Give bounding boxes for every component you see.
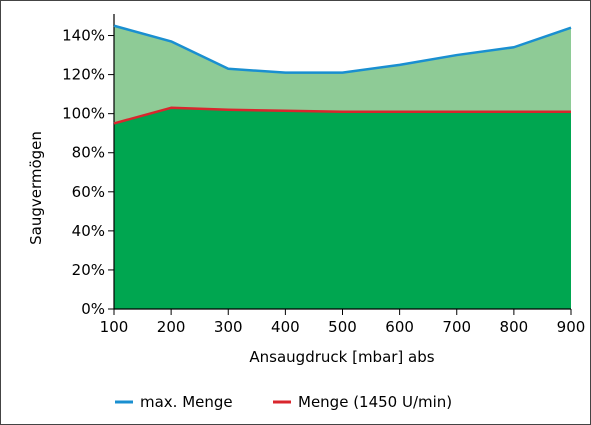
y-tick-label: 140%	[62, 27, 105, 45]
x-tick-label: 300	[214, 318, 243, 336]
y-axis-title: Saugvermögen	[27, 131, 45, 245]
x-tick-label: 900	[557, 318, 586, 336]
x-tick-label: 100	[100, 318, 129, 336]
legend-label-menge-1450: Menge (1450 U/min)	[298, 393, 452, 411]
series-line-0	[113, 24, 572, 74]
y-tick-label: 40%	[72, 222, 105, 240]
x-tick-label: 200	[157, 318, 186, 336]
y-tick-label: 0%	[81, 300, 105, 318]
y-tick-label: 80%	[72, 144, 105, 162]
x-axis-title: Ansaugdruck [mbar] abs	[249, 348, 434, 366]
y-tick-label: 120%	[62, 66, 105, 84]
legend: max. Menge Menge (1450 U/min)	[115, 393, 452, 411]
x-tick-label: 400	[271, 318, 300, 336]
series-line-1	[113, 106, 571, 125]
areas-layer	[114, 25, 571, 310]
y-tick-label: 60%	[72, 183, 105, 201]
y-tick-label: 100%	[62, 105, 105, 123]
ticks-layer: 0% 20% 40% 60% 80% 100% 120% 140% 100 200 300 400 50…	[62, 27, 585, 336]
x-tick-label: 600	[385, 318, 414, 336]
area-fill-1	[114, 107, 571, 309]
x-tick-label: 800	[500, 318, 529, 336]
y-tick-label: 20%	[72, 261, 105, 279]
x-tick-label: 500	[328, 318, 357, 336]
legend-label-max-menge: max. Menge	[140, 393, 233, 411]
x-tick-label: 700	[442, 318, 471, 336]
lines-layer	[113, 24, 572, 125]
